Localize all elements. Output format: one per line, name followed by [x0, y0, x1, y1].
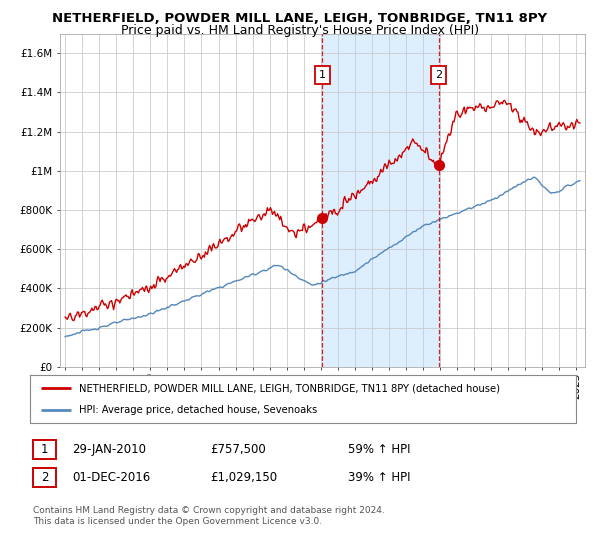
Text: 2: 2	[435, 70, 442, 80]
Text: HPI: Average price, detached house, Sevenoaks: HPI: Average price, detached house, Seve…	[79, 405, 317, 415]
Text: 01-DEC-2016: 01-DEC-2016	[72, 471, 150, 484]
Text: NETHERFIELD, POWDER MILL LANE, LEIGH, TONBRIDGE, TN11 8PY: NETHERFIELD, POWDER MILL LANE, LEIGH, TO…	[52, 12, 548, 25]
Text: 1: 1	[319, 70, 326, 80]
Text: 1: 1	[41, 443, 48, 456]
Text: 59% ↑ HPI: 59% ↑ HPI	[348, 443, 410, 456]
Text: 2: 2	[41, 471, 48, 484]
Text: NETHERFIELD, POWDER MILL LANE, LEIGH, TONBRIDGE, TN11 8PY (detached house): NETHERFIELD, POWDER MILL LANE, LEIGH, TO…	[79, 383, 500, 393]
Text: Price paid vs. HM Land Registry's House Price Index (HPI): Price paid vs. HM Land Registry's House …	[121, 24, 479, 37]
Text: £1,029,150: £1,029,150	[210, 471, 277, 484]
Text: Contains HM Land Registry data © Crown copyright and database right 2024.
This d: Contains HM Land Registry data © Crown c…	[33, 506, 385, 526]
Text: £757,500: £757,500	[210, 443, 266, 456]
Text: 39% ↑ HPI: 39% ↑ HPI	[348, 471, 410, 484]
Text: 29-JAN-2010: 29-JAN-2010	[72, 443, 146, 456]
Bar	[322, 34, 439, 367]
